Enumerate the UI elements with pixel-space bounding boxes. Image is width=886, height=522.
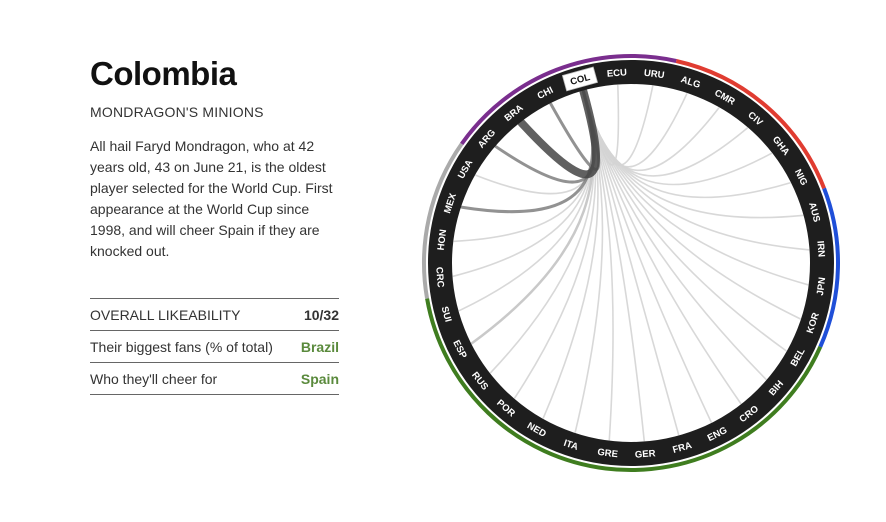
group-arc xyxy=(818,187,840,348)
stat-label: Who they'll cheer for xyxy=(90,362,297,395)
team-label: HON xyxy=(436,229,450,251)
team-label: URU xyxy=(643,68,665,81)
chord-diagram: URU ALGCMRCIVGHANIGAUSIRNJPNKORBELBIHCROE… xyxy=(422,54,840,472)
team-label-group[interactable]: SUI xyxy=(439,305,454,323)
team-label: ITA xyxy=(562,438,579,453)
team-label: COL xyxy=(569,72,591,88)
stats-table: OVERALL LIKEABILITY 10/32 Their biggest fa… xyxy=(90,298,339,395)
team-label-group[interactable]: GRE xyxy=(597,447,619,460)
team-label-group[interactable]: COL xyxy=(561,66,599,92)
team-label: CRC xyxy=(433,267,446,288)
stat-row: Who they'll cheer for Spain xyxy=(90,362,339,395)
team-subtitle: MONDRAGON'S MINIONS xyxy=(90,104,264,120)
team-info-panel: Colombia MONDRAGON'S MINIONS All hail Fa… xyxy=(90,56,340,395)
team-label-group[interactable]: URU xyxy=(643,68,665,81)
team-label-group[interactable]: JPN xyxy=(815,276,828,296)
team-ring xyxy=(428,60,834,466)
team-label-group[interactable]: IRN xyxy=(814,240,826,257)
team-label: GER xyxy=(635,448,656,461)
team-label: ECU xyxy=(607,67,628,79)
stat-value: Spain xyxy=(296,362,339,395)
group-arcs xyxy=(422,54,840,472)
group-arc xyxy=(460,54,677,146)
team-label: GRE xyxy=(597,447,619,460)
team-label-group[interactable]: HON xyxy=(436,229,450,251)
ring-band xyxy=(428,60,834,466)
team-label-group[interactable]: GER xyxy=(635,448,656,461)
team-label-group[interactable]: ITA xyxy=(562,438,579,453)
team-label: IRN xyxy=(814,240,826,257)
team-label: AUS xyxy=(806,201,822,223)
team-label: FRA xyxy=(671,440,693,456)
stat-row: Their biggest fans (% of total) Brazil xyxy=(90,330,339,363)
team-label-group[interactable]: ECU xyxy=(607,67,628,79)
stat-label: Their biggest fans (% of total) xyxy=(90,330,297,363)
team-label: SUI xyxy=(439,305,454,323)
stat-label: OVERALL LIKEABILITY xyxy=(90,298,297,331)
team-label: JPN xyxy=(815,276,828,296)
chord-link xyxy=(517,87,600,179)
team-label-group[interactable]: AUS xyxy=(806,201,822,223)
group-arc xyxy=(675,59,826,190)
stat-row: OVERALL LIKEABILITY 10/32 xyxy=(90,298,339,331)
team-description: All hail Faryd Mondragon, who at 42 year… xyxy=(90,138,333,259)
chord-links xyxy=(452,84,810,442)
stat-value: Brazil xyxy=(296,330,339,363)
group-arc xyxy=(422,142,464,299)
stat-value: 10/32 xyxy=(296,298,339,331)
group-arc xyxy=(425,298,823,472)
team-label-group[interactable]: CRC xyxy=(433,267,446,288)
team-name: Colombia xyxy=(90,55,237,92)
team-label-group[interactable]: FRA xyxy=(671,440,693,456)
selected-label-box xyxy=(561,66,599,92)
